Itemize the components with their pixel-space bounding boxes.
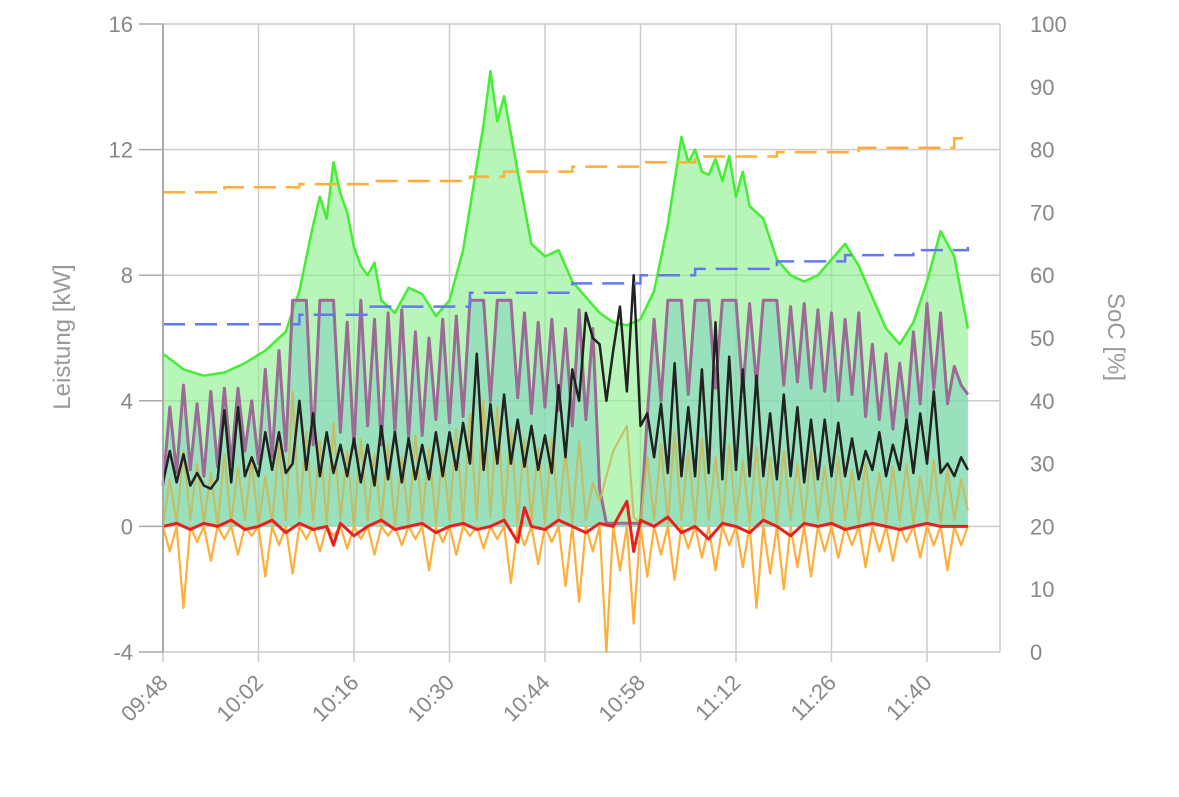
purple-line xyxy=(161,298,970,525)
black-line xyxy=(161,273,970,490)
orange_dash-soc-line xyxy=(163,137,968,194)
x-tick-label: 11:40 xyxy=(881,670,936,725)
y2-tick-label: 50 xyxy=(1030,326,1054,351)
y-tick-label: 12 xyxy=(109,138,133,163)
blue_dash-soc-line xyxy=(163,246,970,326)
y-tick-label: 16 xyxy=(109,12,133,37)
orange-line xyxy=(161,525,969,654)
y2-tick-label: 10 xyxy=(1030,577,1054,602)
x-tick-label: 10:58 xyxy=(593,670,650,727)
y2-tick-label: 20 xyxy=(1030,514,1054,539)
y2-tick-label: 80 xyxy=(1030,138,1054,163)
y2-tick-label: 90 xyxy=(1030,75,1054,100)
x-tick-label: 11:26 xyxy=(786,670,841,725)
red-line xyxy=(162,499,968,553)
y-tick-label: -4 xyxy=(113,640,133,665)
y2-tick-label: 40 xyxy=(1030,389,1054,414)
plot-area xyxy=(161,69,970,654)
y-tick-label: 4 xyxy=(121,389,133,414)
y-tick-label: 0 xyxy=(121,514,133,539)
x-tick-label: 10:44 xyxy=(498,670,555,727)
x-tick-label: 09:48 xyxy=(116,670,173,727)
y2-axis-title: SoC [%] xyxy=(1102,293,1129,381)
green-line xyxy=(162,69,970,377)
x-tick-label: 10:16 xyxy=(307,670,364,727)
y2-tick-label: 70 xyxy=(1030,200,1054,225)
x-tick-label: 10:02 xyxy=(211,670,268,727)
x-tick-label: 11:12 xyxy=(690,670,745,725)
y-tick-label: 8 xyxy=(121,263,133,288)
y-axis-title: Leistung [kW] xyxy=(49,264,76,409)
y2-tick-label: 60 xyxy=(1030,263,1054,288)
x-tick-label: 10:30 xyxy=(402,670,459,727)
y2-tick-label: 100 xyxy=(1030,12,1067,37)
y2-tick-label: 0 xyxy=(1030,640,1042,665)
y2-tick-label: 30 xyxy=(1030,452,1054,477)
